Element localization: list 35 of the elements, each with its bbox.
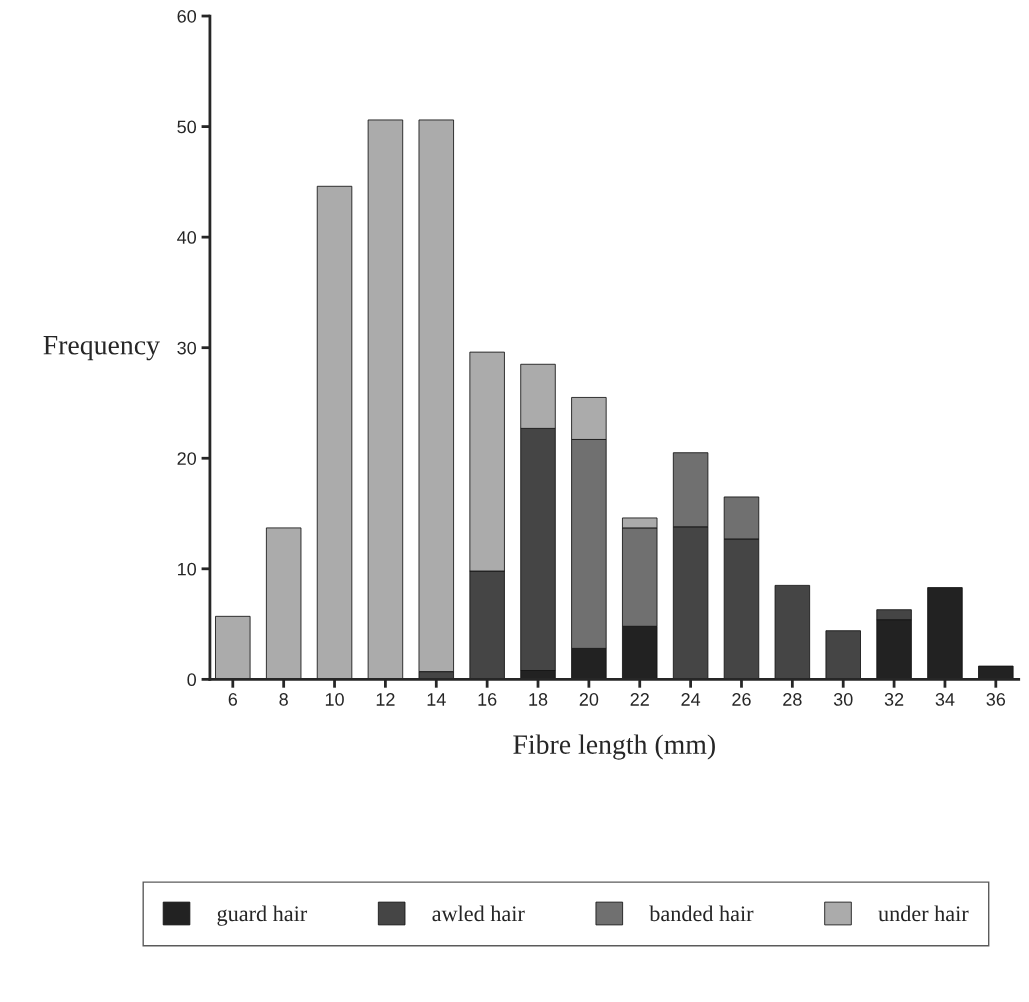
bar (215, 615, 251, 680)
y-tick-label: 40 (177, 231, 197, 244)
y-tick-label: 10 (178, 562, 197, 576)
x-tick-label: 6 (228, 693, 238, 706)
legend-label: guard hair (217, 905, 308, 926)
y-tick-label: 50 (177, 120, 197, 134)
x-tick-label: 22 (630, 693, 649, 706)
bar (825, 630, 861, 680)
x-tick-label: 26 (732, 693, 751, 706)
y-tick-label: 30 (177, 341, 197, 355)
x-tick-label: 8 (279, 693, 288, 706)
y-tick-label: 60 (177, 9, 197, 23)
x-tick-label: 24 (681, 693, 701, 706)
x-tick-label: 34 (935, 693, 955, 706)
x-tick-label: 36 (986, 693, 1006, 706)
x-tick-label: 20 (579, 693, 599, 706)
y-tick-label: 0 (187, 673, 197, 687)
legend-label: awled hair (432, 905, 525, 922)
x-tick-label: 28 (783, 693, 802, 706)
x-tick-label: 30 (833, 693, 853, 706)
x-axis-title: Fibre length (mm) (513, 734, 715, 760)
bar (316, 185, 353, 680)
bar (774, 584, 811, 680)
x-tick-label: 32 (884, 693, 904, 706)
y-tick-label: 20 (177, 452, 197, 465)
x-tick-label: 16 (478, 693, 497, 706)
x-tick-label: 12 (376, 693, 395, 706)
x-tick-label: 18 (529, 693, 548, 706)
legend-label: banded hair (649, 905, 754, 922)
bar (265, 527, 302, 680)
legend-label: under hair (878, 905, 969, 922)
x-tick-label: 10 (325, 693, 344, 706)
y-axis-title: Frequency (43, 336, 160, 361)
x-tick-label: 14 (427, 693, 446, 706)
bar (367, 119, 404, 680)
